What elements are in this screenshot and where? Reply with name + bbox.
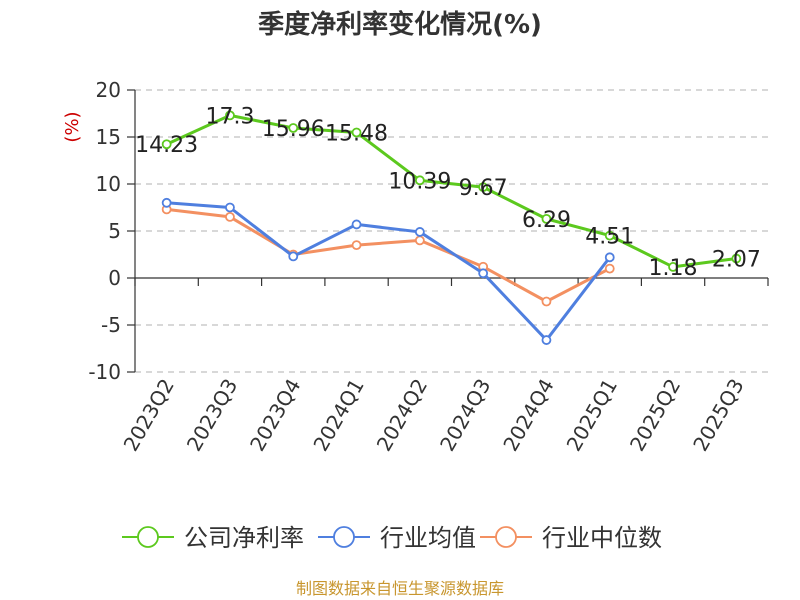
data-point	[414, 235, 425, 246]
x-tick-label: 2025Q1	[562, 375, 622, 456]
data-point	[414, 175, 425, 186]
data-point	[541, 335, 552, 345]
x-tick-label: 2025Q3	[688, 375, 748, 456]
data-point	[288, 123, 299, 133]
data-point	[414, 227, 425, 237]
data-point	[225, 110, 235, 121]
legend-label: 行业均值	[380, 524, 476, 552]
series-line	[166, 113, 737, 269]
data-point	[604, 230, 615, 241]
legend-label: 行业中位数	[542, 524, 662, 552]
data-point	[161, 197, 172, 208]
data-point	[161, 139, 172, 150]
chart-title: 季度净利率变化情况(%)	[258, 9, 542, 40]
data-label: 4.51	[585, 225, 634, 250]
data-point	[351, 219, 362, 230]
legend-label: 公司净利率	[184, 524, 304, 552]
legend-swatch-marker	[333, 526, 355, 548]
data-point	[288, 251, 299, 262]
x-tick-label: 2024Q2	[372, 375, 432, 456]
series-line	[166, 201, 611, 342]
data-point	[668, 262, 678, 272]
x-tick-label: 2023Q4	[245, 375, 305, 456]
x-tick-label: 2023Q2	[119, 375, 179, 456]
series-line	[166, 207, 611, 303]
data-point	[478, 182, 489, 193]
y-tick-label: -10	[88, 360, 121, 384]
data-point	[604, 263, 615, 274]
data-point	[225, 202, 235, 213]
data-label: 6.29	[522, 208, 571, 233]
y-tick-label: 5	[108, 219, 121, 243]
series-lines	[161, 110, 742, 345]
data-label: 9.67	[459, 176, 508, 201]
source-note: 制图数据来自恒生聚源数据库	[296, 579, 504, 598]
x-tick-label: 2025Q2	[625, 375, 685, 456]
data-point	[478, 268, 489, 279]
y-axis-unit-label: (%)	[62, 111, 83, 142]
data-label: 15.48	[325, 121, 388, 146]
y-tick-label: 0	[108, 266, 121, 290]
data-point	[604, 252, 615, 263]
x-tick-label: 2024Q4	[498, 375, 558, 456]
y-tick-label: 10	[96, 172, 121, 196]
data-label: 1.18	[649, 256, 698, 281]
data-point	[225, 211, 235, 222]
legend-item: 行业均值	[318, 524, 476, 552]
data-label: 14.23	[135, 133, 198, 158]
legend-swatch-marker	[495, 526, 517, 548]
legend: 公司净利率 行业均值 行业中位数	[122, 524, 662, 552]
y-tick-label: -5	[101, 313, 121, 337]
legend-item: 公司净利率	[122, 524, 304, 552]
data-point	[351, 127, 362, 138]
x-tick-label: 2024Q3	[435, 375, 495, 456]
y-tick-label: 15	[96, 125, 121, 149]
data-label: 2.07	[712, 248, 761, 273]
data-point	[351, 240, 362, 251]
legend-item: 行业中位数	[480, 524, 662, 552]
data-point	[731, 253, 742, 264]
data-point	[541, 213, 552, 224]
data-point	[541, 296, 552, 307]
gridlines	[135, 89, 768, 373]
x-tick-label: 2024Q1	[308, 375, 368, 456]
data-label: 17.3	[205, 104, 254, 129]
data-label: 10.39	[388, 169, 451, 194]
data-label: 15.96	[262, 117, 325, 142]
legend-swatch-marker	[137, 526, 159, 548]
x-tick-label: 2023Q3	[182, 375, 242, 456]
y-tick-label: 20	[96, 78, 121, 102]
